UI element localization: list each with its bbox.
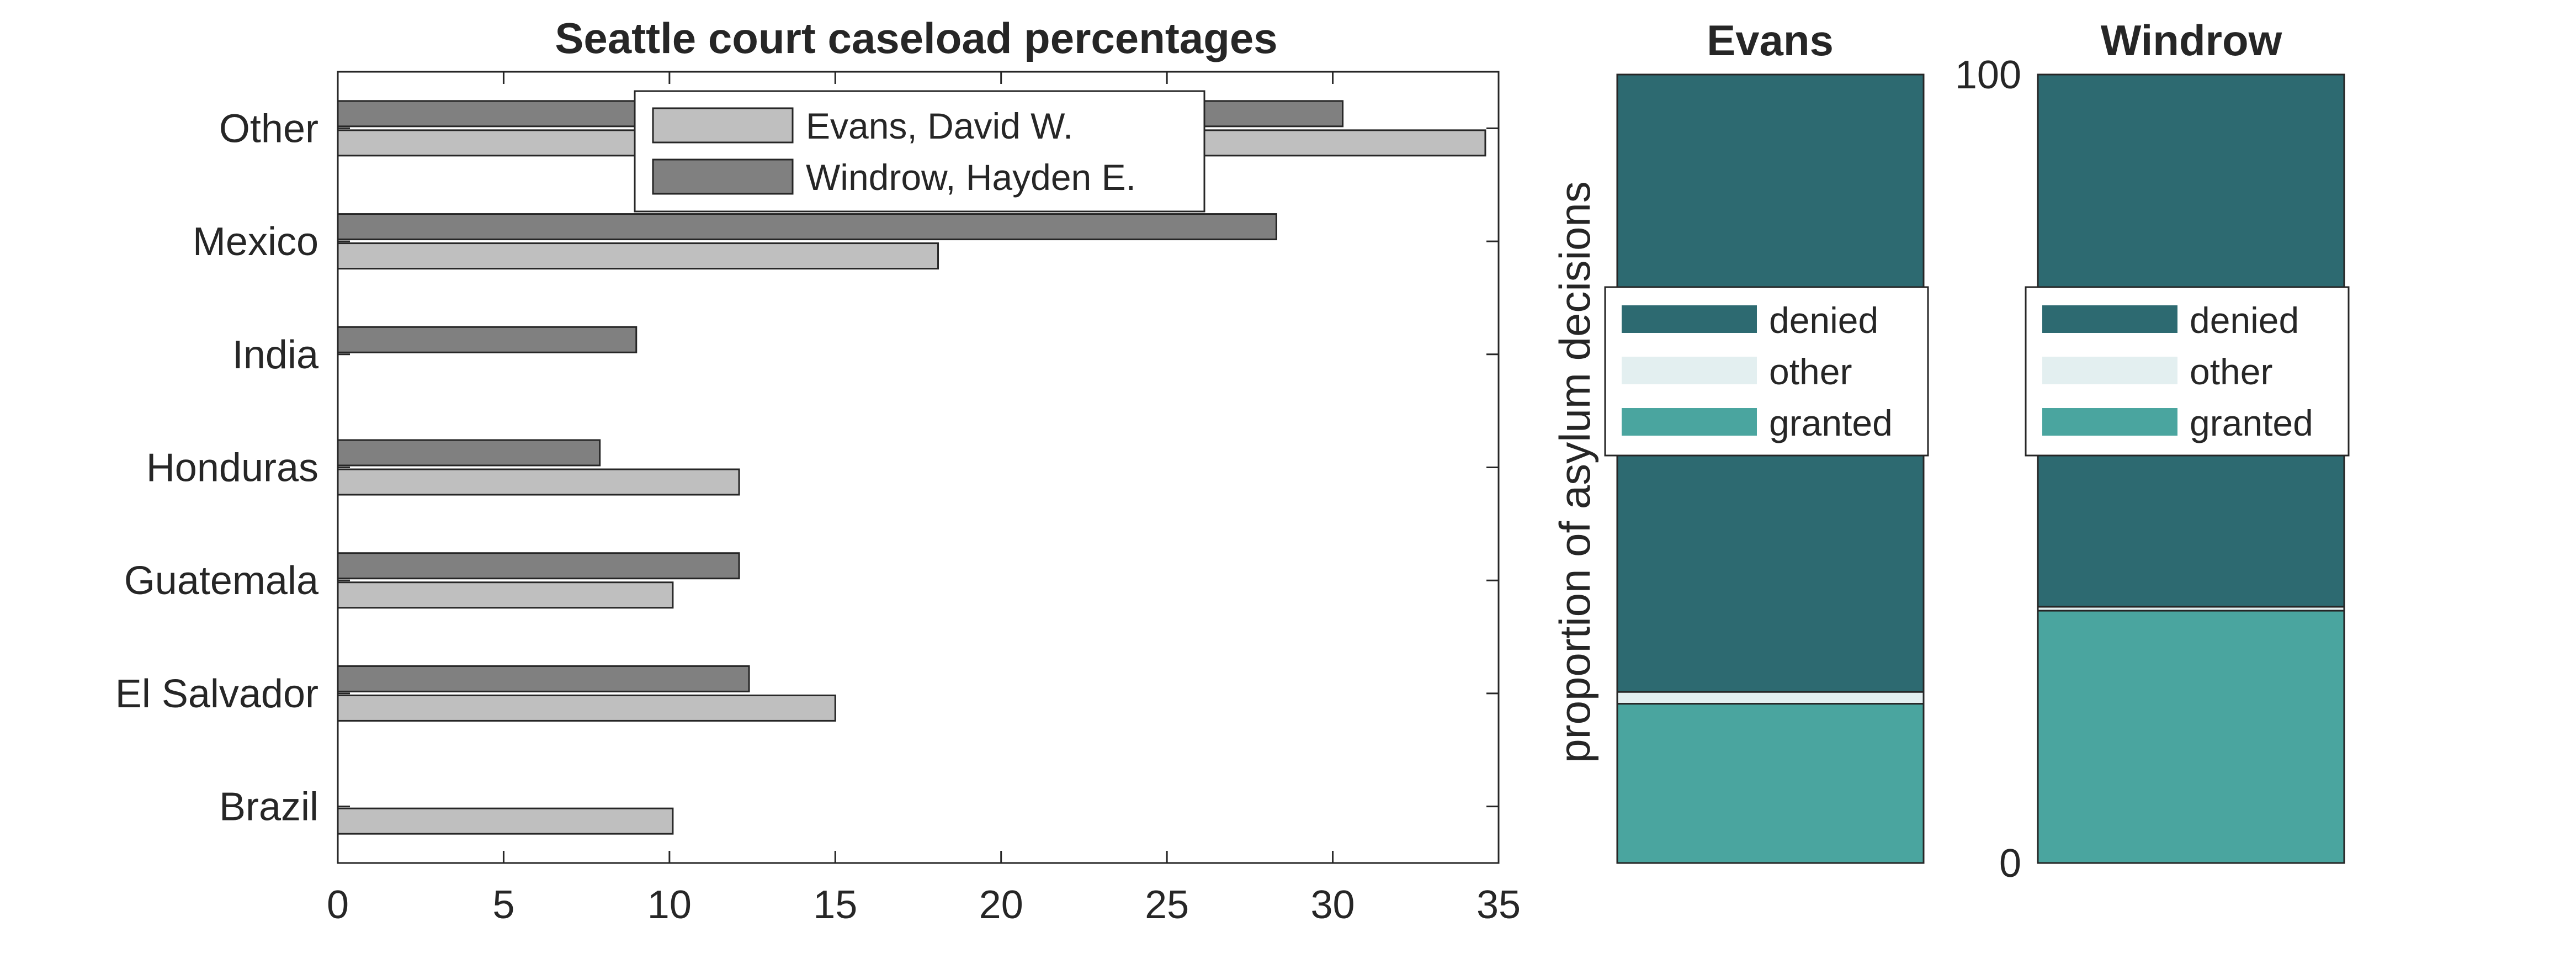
- evans-legend-swatch-granted: [1622, 408, 1757, 436]
- evans-stacked-bar: [1617, 75, 1924, 863]
- bar-evans-brazil: [338, 808, 673, 834]
- windrow-legend-other: other: [2190, 351, 2272, 392]
- windrow-legend-granted: granted: [2190, 403, 2313, 443]
- category-label: Mexico: [193, 220, 318, 264]
- evans-legend-swatch-other: [1622, 357, 1757, 384]
- windrow-y-tick-label: 0: [1999, 841, 2021, 886]
- bar-windrow-india: [338, 327, 636, 352]
- bar-windrow-mexico: [338, 214, 1276, 240]
- legend-label-windrow: Windrow, Hayden E.: [806, 157, 1136, 198]
- stack-segment-granted: [2038, 611, 2344, 863]
- bar-evans-guatemala: [338, 583, 673, 608]
- left-chart-title: Seattle court caseload percentages: [555, 14, 1277, 62]
- x-tick-label: 15: [813, 883, 857, 927]
- bar-windrow-honduras: [338, 440, 600, 465]
- windrow-y-tick-label: 100: [1955, 53, 2021, 97]
- category-label: India: [232, 333, 319, 377]
- evans-legend-granted: granted: [1769, 403, 1893, 443]
- windrow-y-ticks: 0 100: [1955, 53, 2021, 886]
- x-tick-label: 25: [1145, 883, 1189, 927]
- legend-swatch-evans: [653, 108, 793, 142]
- left-legend: Evans, David W. Windrow, Hayden E.: [635, 91, 1204, 211]
- bar-windrow-el-salvador: [338, 666, 749, 691]
- evans-legend-denied: denied: [1769, 300, 1878, 341]
- windrow-legend-swatch-other: [2042, 357, 2177, 384]
- evans-legend-swatch-denied: [1622, 305, 1757, 333]
- x-tick-label: 20: [979, 883, 1023, 927]
- windrow-legend-swatch-granted: [2042, 408, 2177, 436]
- category-label: Other: [219, 107, 318, 151]
- x-tick-label: 35: [1476, 883, 1521, 927]
- windrow-legend-denied: denied: [2190, 300, 2299, 341]
- category-label: Guatemala: [124, 559, 319, 603]
- windrow-chart-title: Windrow: [2101, 16, 2282, 65]
- evans-chart-title: Evans: [1707, 16, 1834, 65]
- stack-segment-granted: [1617, 704, 1924, 863]
- evans-legend-other: other: [1769, 351, 1852, 392]
- x-tick-label: 5: [492, 883, 514, 927]
- category-label: Brazil: [219, 785, 318, 829]
- bar-windrow-guatemala: [338, 553, 739, 579]
- legend-label-evans: Evans, David W.: [806, 105, 1073, 146]
- y-axis-label: proportion of asylum decisions: [1550, 181, 1599, 763]
- x-tick-label: 0: [327, 883, 349, 927]
- x-tick-label: 30: [1311, 883, 1355, 927]
- windrow-legend: denied other granted: [2026, 287, 2349, 456]
- bar-evans-mexico: [338, 243, 938, 269]
- category-label: El Salvador: [115, 672, 318, 716]
- bar-evans-el-salvador: [338, 695, 835, 721]
- x-tick-label: 10: [647, 883, 692, 927]
- bar-evans-honduras: [338, 469, 739, 495]
- legend-swatch-windrow: [653, 160, 793, 194]
- stack-segment-other: [1617, 692, 1924, 703]
- windrow-legend-swatch-denied: [2042, 305, 2177, 333]
- evans-legend: denied other granted: [1605, 287, 1928, 456]
- windrow-stacked-bar: [2038, 75, 2344, 863]
- category-label: Honduras: [146, 446, 318, 490]
